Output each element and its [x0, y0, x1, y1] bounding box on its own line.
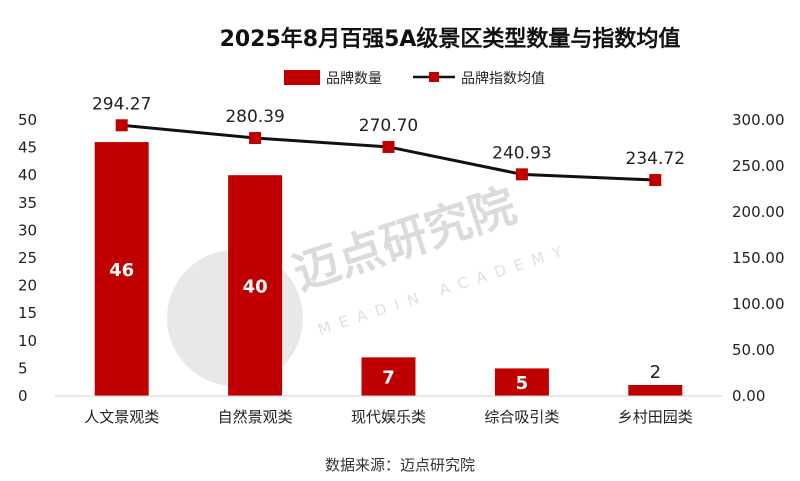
category-label: 人文景观类	[84, 408, 159, 426]
line-series: 294.27 280.39 270.70 240.93 234.72	[92, 94, 685, 187]
legend-swatch-marker	[429, 72, 439, 82]
left-axis-tick: 40	[18, 166, 37, 184]
legend-label-line: 品牌指数均值	[461, 70, 545, 87]
left-axis-tick: 0	[18, 387, 28, 405]
right-axis-tick: 300.00	[732, 111, 785, 129]
bar	[628, 384, 683, 396]
bar	[494, 368, 549, 396]
left-axis-tick: 5	[18, 359, 28, 377]
watermark: 迈点研究院 MEADIN ACADEMY	[167, 178, 573, 386]
right-axis-tick: 150.00	[732, 249, 785, 267]
category-label: 现代娱乐类	[351, 408, 426, 426]
left-axis-tick: 15	[18, 304, 37, 322]
category-label: 乡村田园类	[618, 408, 693, 426]
chart-title: 2025年8月百强5A级景区类型数量与指数均值	[220, 26, 681, 52]
right-axis-tick: 0.00	[732, 387, 765, 405]
left-axis-tick: 35	[18, 194, 37, 212]
legend: 品牌数量 品牌指数均值	[284, 70, 545, 87]
left-axis-tick: 20	[18, 277, 37, 295]
bar	[228, 175, 283, 396]
line-data-label: 234.72	[626, 149, 685, 169]
bar-data-label: 46	[109, 260, 134, 281]
bar-data-label: 40	[243, 277, 268, 298]
bar	[94, 142, 149, 396]
left-axis-tick: 10	[18, 332, 37, 350]
right-axis-tick: 100.00	[732, 295, 785, 313]
line-marker	[515, 168, 528, 181]
left-axis-tick: 25	[18, 249, 37, 267]
bar-series: 46 40 7 5 2	[94, 142, 683, 396]
left-axis-tick: 45	[18, 139, 37, 157]
bar	[361, 357, 416, 396]
legend-swatch-bar	[284, 70, 320, 85]
line-data-label: 240.93	[492, 143, 551, 163]
line-marker	[649, 174, 662, 187]
right-axis: 0.00 50.00 100.00 150.00 200.00 250.00 300.00	[732, 111, 785, 405]
left-axis: 0 5 10 15 20 25 30 35 40 45 50	[18, 111, 37, 405]
bar-data-label: 2	[650, 362, 661, 383]
left-axis-tick: 50	[18, 111, 37, 129]
bar-data-label: 5	[516, 373, 529, 394]
legend-label-bar: 品牌数量	[326, 70, 382, 87]
line-data-label: 294.27	[92, 94, 151, 114]
right-axis-tick: 200.00	[732, 203, 785, 221]
line-marker	[249, 132, 262, 145]
category-axis: 人文景观类 自然景观类 现代娱乐类 综合吸引类 乡村田园类	[55, 395, 722, 426]
right-axis-tick: 50.00	[732, 341, 775, 359]
source-note: 数据来源：迈点研究院	[325, 456, 475, 474]
category-label: 综合吸引类	[484, 408, 559, 426]
line-marker	[115, 119, 128, 132]
right-axis-tick: 250.00	[732, 157, 785, 175]
line-data-label: 270.70	[359, 116, 418, 136]
line-marker	[382, 140, 395, 153]
line-data-label: 280.39	[225, 107, 284, 127]
left-axis-tick: 30	[18, 221, 37, 239]
bar-data-label: 7	[382, 368, 395, 389]
category-label: 自然景观类	[218, 408, 293, 426]
